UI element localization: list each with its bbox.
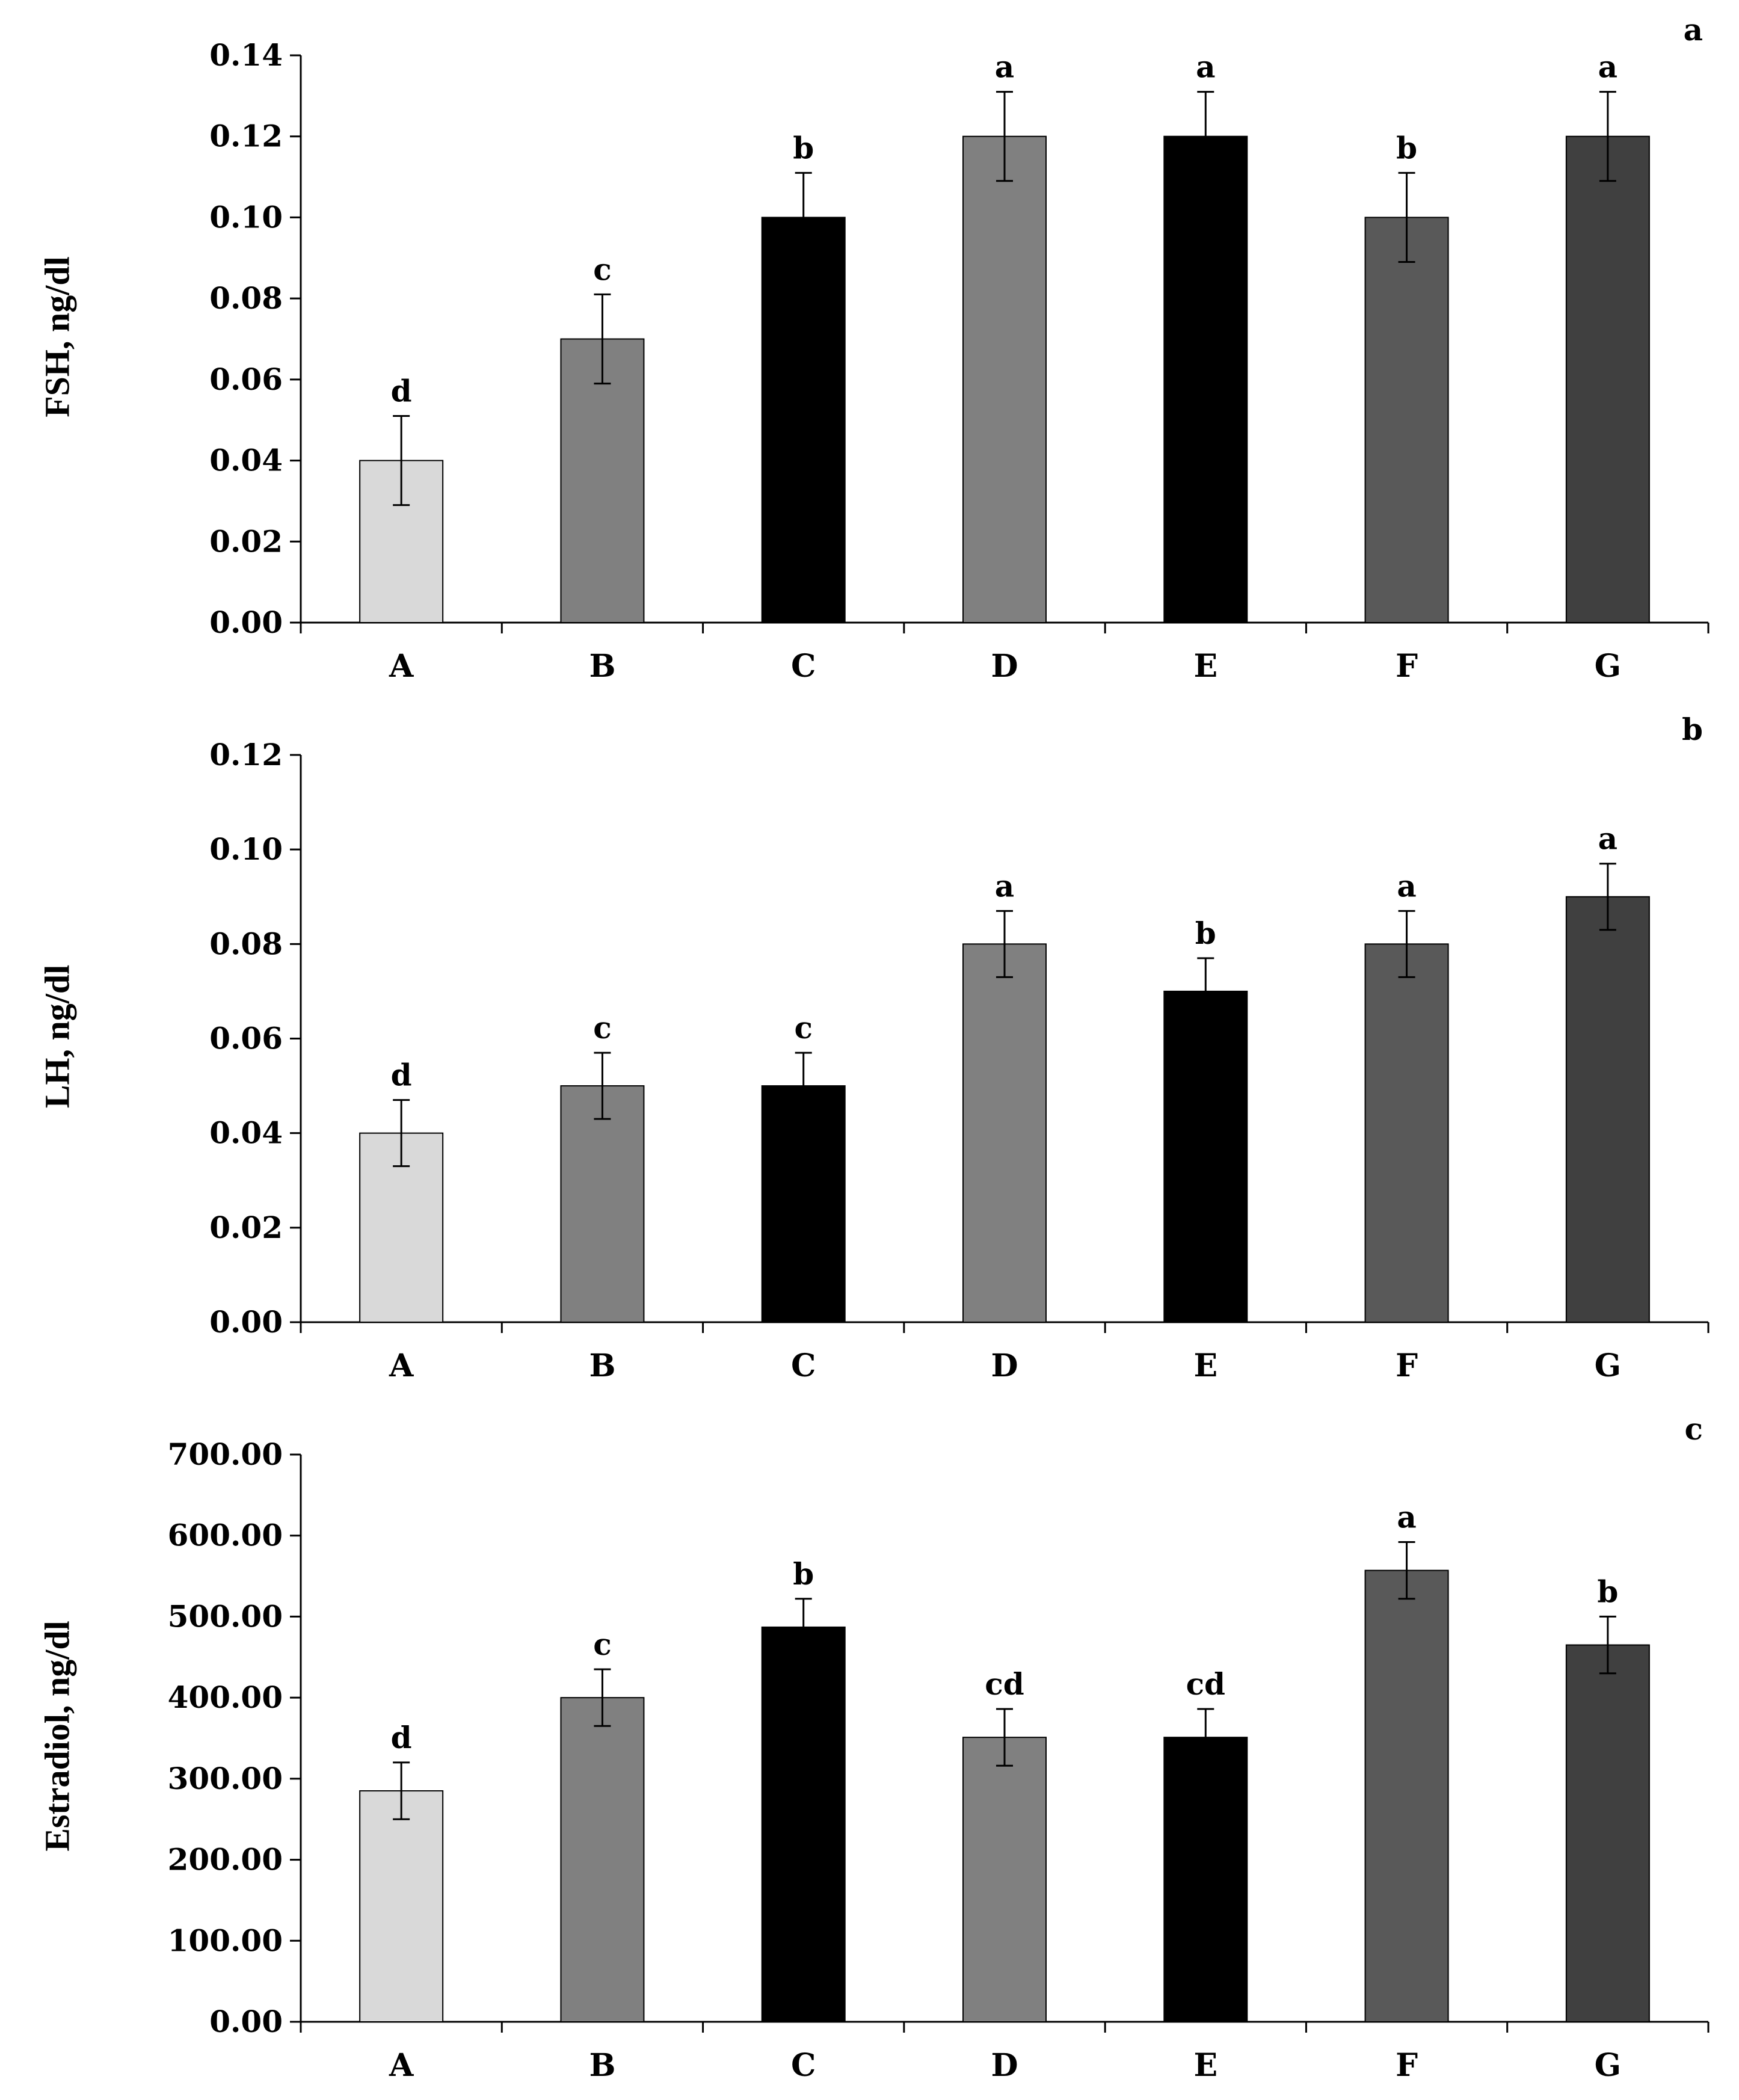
bar-C [761, 217, 846, 623]
x-tick-label: B [589, 648, 615, 685]
significance-label: c [593, 1010, 611, 1045]
estradiol-bar-chart: 0.00 100.00 200.00 300.00 400.00 500.00 600.00… [168, 1436, 1710, 2084]
y-tick-label: 0.02 [209, 1210, 283, 1245]
x-tick-label: D [991, 2047, 1018, 2084]
panel-label: a [1683, 12, 1703, 48]
estradiol-chart-panel: 0.00 100.00 200.00 300.00 400.00 500.00 600.00… [0, 1399, 1739, 2099]
x-tick-label: F [1396, 2047, 1418, 2084]
significance-label: a [995, 868, 1014, 904]
x-tick-label: D [991, 1347, 1018, 1384]
bar-G [1565, 1644, 1650, 2023]
bar-B [560, 1085, 645, 1323]
y-axis-label: FSH, ng/dl [37, 256, 77, 417]
bar-C [761, 1626, 846, 2023]
y-tick-label: 0.12 [209, 737, 283, 772]
y-tick-label: 0.10 [209, 831, 283, 867]
bar-D [962, 1737, 1047, 2022]
significance-label: a [1598, 49, 1617, 85]
x-tick-label: A [389, 1347, 414, 1384]
x-tick-label: E [1193, 648, 1217, 685]
significance-label: b [793, 130, 814, 165]
y-tick-label: 0.06 [209, 362, 283, 397]
bar-E [1163, 135, 1248, 623]
y-tick-label: 0.04 [209, 1115, 283, 1151]
x-tick-label: C [791, 2047, 816, 2084]
y-tick-label: 200.00 [168, 1842, 283, 1877]
significance-label: b [1396, 130, 1417, 165]
x-tick-label: F [1396, 1347, 1418, 1384]
y-tick-label: 0.08 [209, 280, 283, 316]
x-tick-label: F [1396, 648, 1418, 685]
bar-F [1364, 217, 1449, 623]
y-tick-label: 0.02 [209, 523, 283, 559]
x-tick-label: D [991, 648, 1018, 685]
y-tick-label: 400.00 [168, 1680, 283, 1715]
bar-E [1163, 1737, 1248, 2022]
significance-label: a [995, 49, 1014, 85]
y-tick-label: 0.00 [209, 1304, 283, 1340]
x-tick-label: B [589, 1347, 615, 1384]
y-tick-label: 0.00 [209, 605, 283, 640]
significance-label: a [1397, 1499, 1416, 1535]
bar-C [761, 1085, 846, 1323]
significance-label: cd [1186, 1666, 1225, 1702]
x-tick-label: A [389, 648, 414, 685]
bar-G [1565, 896, 1650, 1323]
significance-label: d [391, 1058, 412, 1093]
x-tick-label: G [1595, 1347, 1621, 1384]
lh-bar-chart: 0.00 0.02 0.04 0.06 0.08 0.10 0.12 d Ac Bc Ca Db Ea F… [209, 737, 1710, 1384]
y-tick-label: 300.00 [168, 1761, 283, 1796]
bar-A [359, 1790, 444, 2022]
x-tick-label: E [1193, 1347, 1217, 1384]
significance-label: cd [985, 1666, 1024, 1702]
significance-label: c [593, 251, 611, 287]
significance-label: b [793, 1556, 814, 1592]
bar-F [1364, 943, 1449, 1323]
y-tick-label: 0.04 [209, 443, 283, 478]
y-tick-label: 0.12 [209, 119, 283, 154]
x-tick-label: A [389, 2047, 414, 2084]
bar-B [560, 1697, 645, 2022]
x-tick-label: G [1595, 2047, 1621, 2084]
x-tick-label: C [791, 648, 816, 685]
significance-label: c [593, 1627, 611, 1662]
significance-label: b [1597, 1574, 1618, 1609]
significance-label: a [1598, 821, 1617, 857]
significance-label: d [391, 373, 412, 408]
x-tick-label: G [1595, 648, 1621, 685]
y-axis-label: Estradiol, ng/dl [37, 1621, 77, 1852]
y-tick-label: 600.00 [168, 1518, 283, 1553]
y-tick-label: 100.00 [168, 1923, 283, 1958]
bar-D [962, 135, 1047, 623]
significance-label: b [1195, 916, 1216, 951]
y-tick-label: 0.06 [209, 1021, 283, 1056]
x-tick-label: C [791, 1347, 816, 1384]
significance-label: a [1397, 868, 1416, 904]
bar-G [1565, 135, 1650, 623]
y-tick-label: 0.08 [209, 926, 283, 961]
x-tick-label: E [1193, 2047, 1217, 2084]
fsh-bar-chart: 0.00 0.02 0.04 0.06 0.08 0.10 0.12 0.14 d Ac Bb Ca D… [209, 37, 1710, 685]
bar-F [1364, 1569, 1449, 2022]
significance-label: d [391, 1720, 412, 1755]
bar-B [560, 338, 645, 623]
significance-label: a [1196, 49, 1215, 85]
y-tick-label: 0.10 [209, 199, 283, 235]
significance-label: c [794, 1010, 812, 1045]
x-tick-label: B [589, 2047, 615, 2084]
bar-D [962, 943, 1047, 1323]
y-tick-label: 700.00 [168, 1436, 283, 1472]
y-axis-label: LH, ng/dl [37, 964, 77, 1109]
y-tick-label: 500.00 [168, 1598, 283, 1634]
panel-label: b [1682, 712, 1703, 747]
y-tick-label: 0.14 [209, 37, 283, 73]
bar-E [1163, 990, 1248, 1323]
y-tick-label: 0.00 [209, 2004, 283, 2039]
panel-label: c [1684, 1411, 1703, 1447]
